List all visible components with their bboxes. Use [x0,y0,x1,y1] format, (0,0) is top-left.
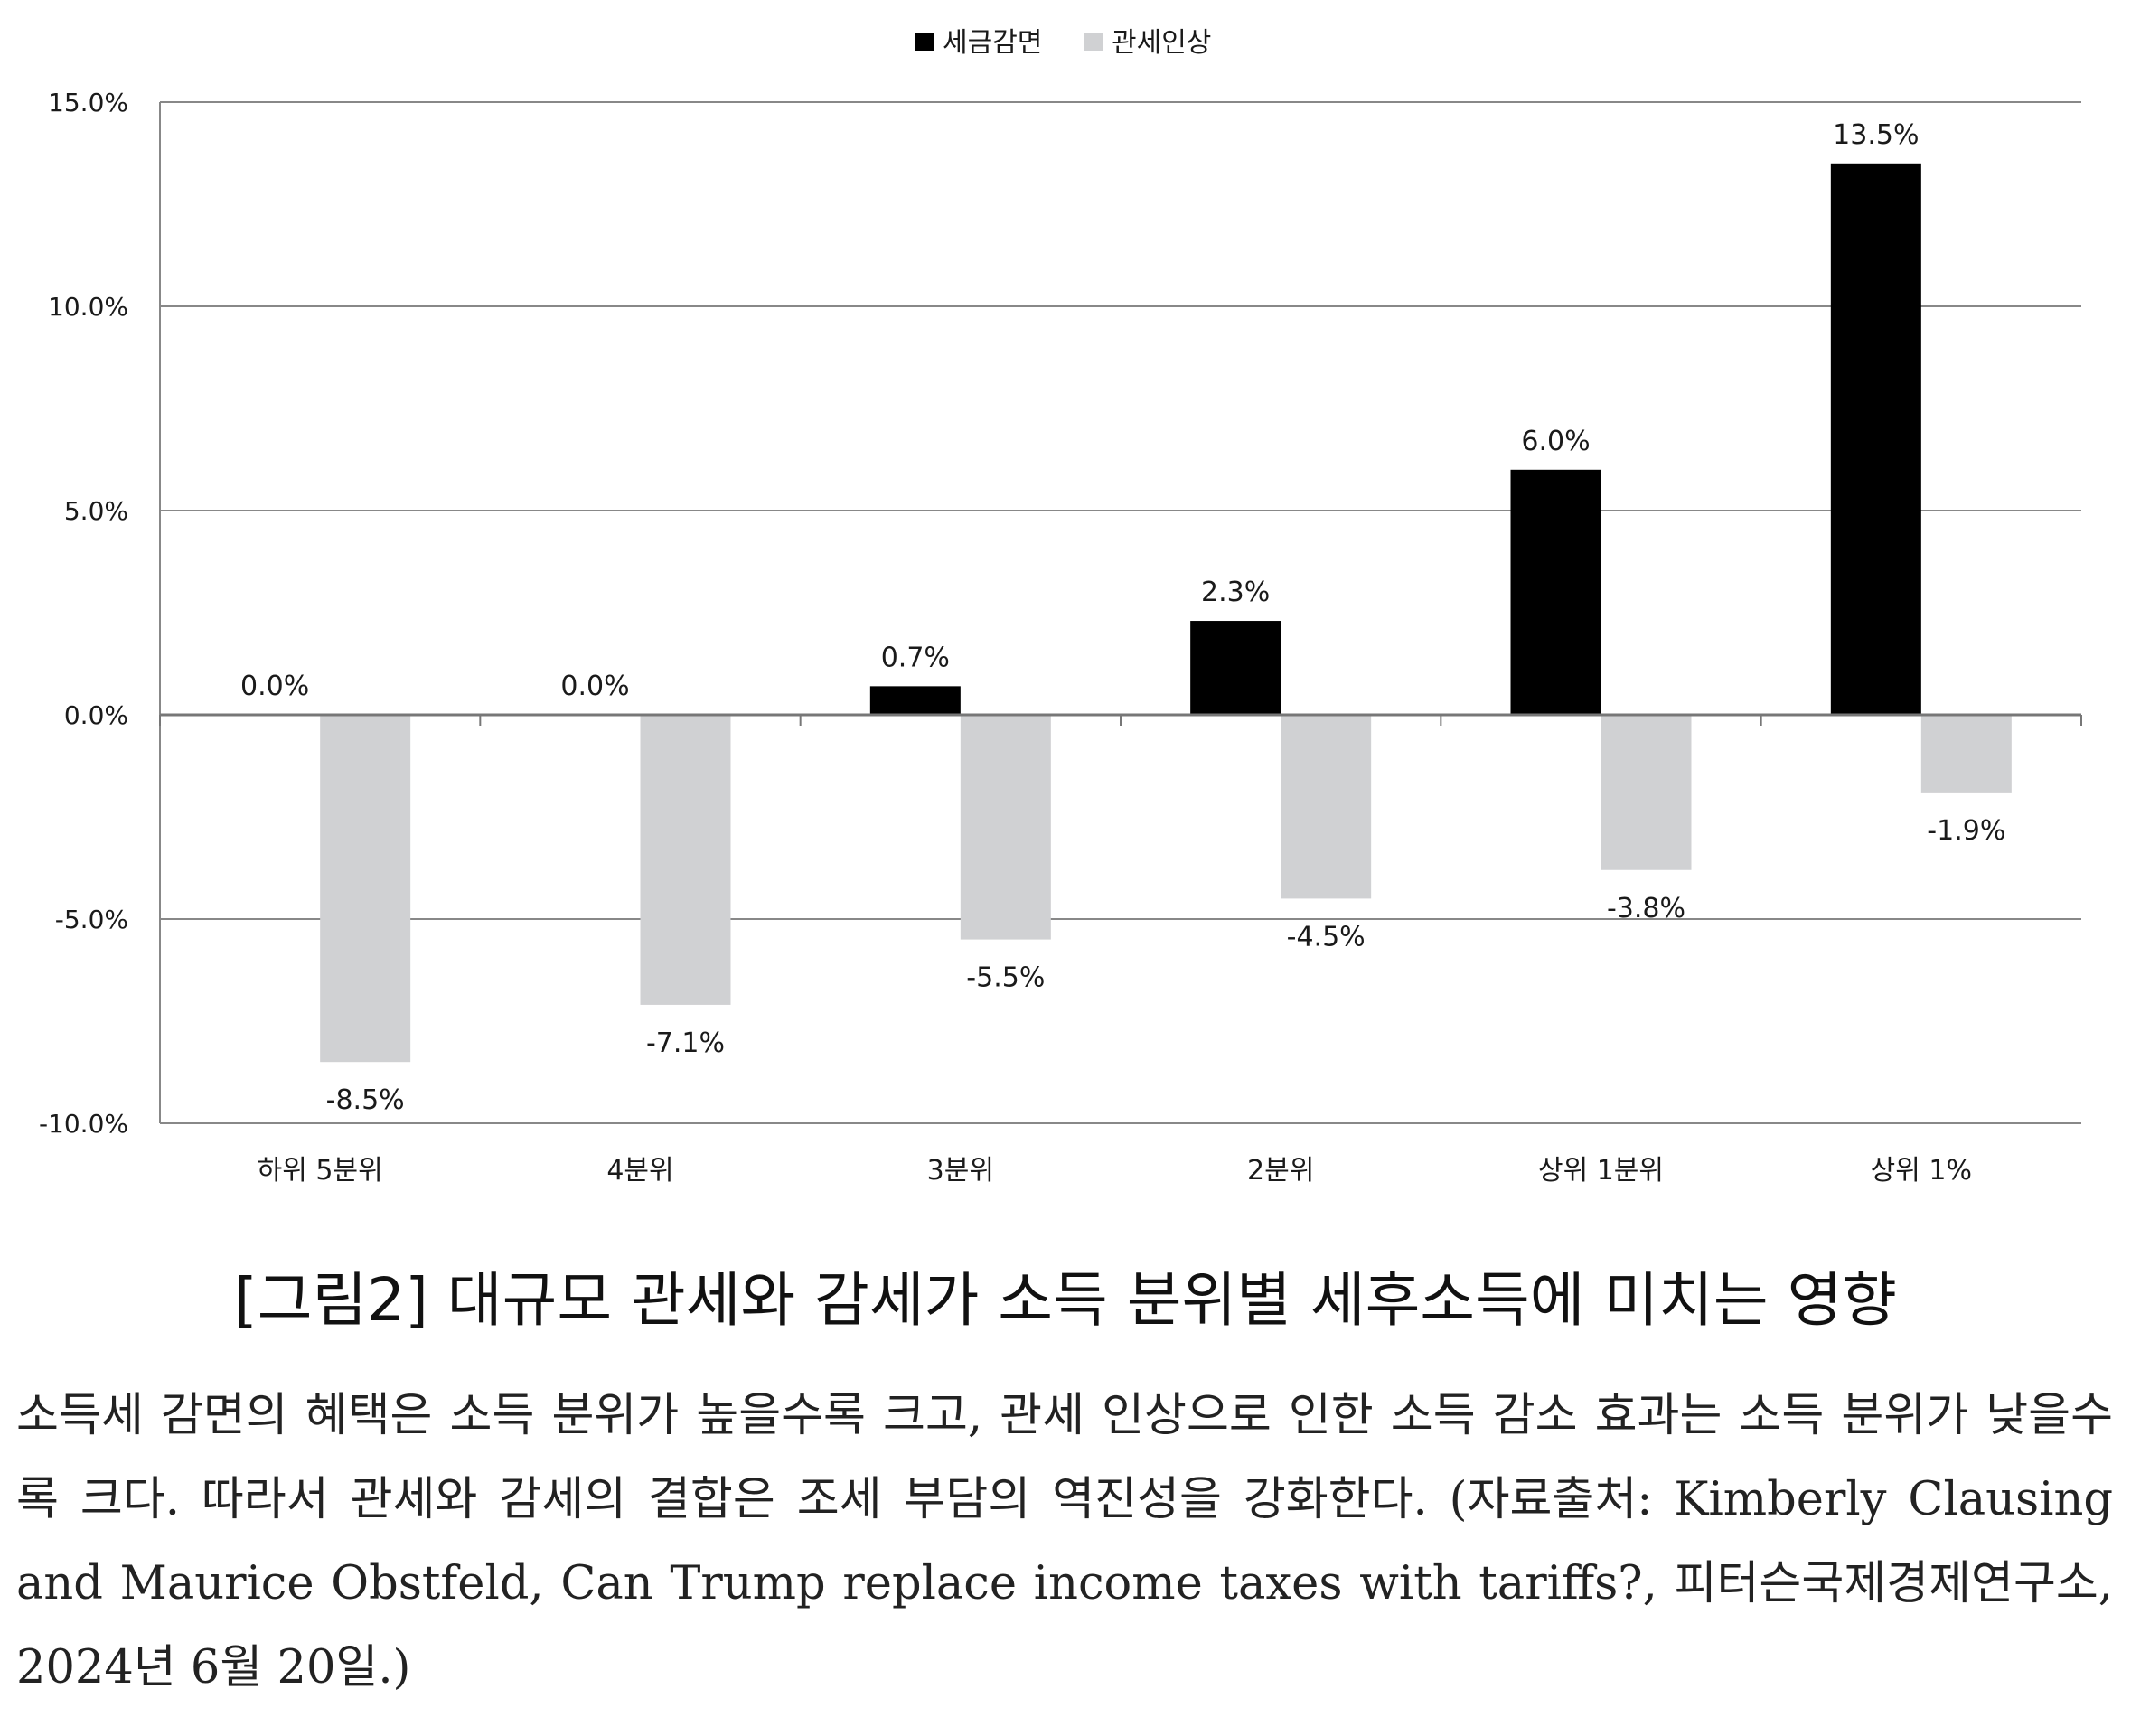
y-tick-label: -5.0% [55,905,128,934]
bar [869,686,961,715]
category-label: 3분위 [927,1155,994,1187]
legend: 세금감면 관세인상 [915,27,1211,59]
legend-label: 관세인상 [1112,27,1211,59]
category-label: 상위 1분위 [1538,1155,1664,1187]
category-label: 2분위 [1247,1155,1314,1187]
bar-chart: 세금감면 관세인상 15.0% 10.0% 5.0% 0.0% -5.0% -10.0% 하… [39,27,2082,1187]
data-label: 0.0% [240,671,309,702]
y-axis: 15.0% 10.0% 5.0% 0.0% -5.0% -10.0% [39,88,161,1139]
y-tick-label: 10.0% [48,292,128,322]
data-label: -1.9% [1927,815,2005,847]
data-label: 0.0% [560,671,629,702]
gridlines [160,101,2081,1124]
data-labels: 0.0% -8.5% 0.0% -7.1% 0.7% -5.5% 2.3% -4.5% 6.0%… [240,119,2005,1116]
bar [1830,163,1921,716]
figure-caption-body: 소득세 감면의 혜택은 소득 분위가 높을수록 크고, 관세 인상으로 인한 소… [16,1389,2113,1694]
y-tick-label: 0.0% [64,700,128,730]
bar [1510,469,1601,715]
bar [960,715,1051,940]
bar [1601,715,1692,870]
legend-swatch [915,33,934,51]
category-label: 하위 5분위 [258,1155,383,1187]
legend-label: 세금감면 [943,27,1042,59]
data-label: 0.7% [881,642,950,673]
bar [1281,715,1372,899]
data-label: -3.8% [1607,893,1685,924]
data-label: -8.5% [326,1084,405,1116]
data-label: -5.5% [966,962,1045,994]
y-tick-label: 15.0% [48,88,128,117]
data-label: -7.1% [646,1028,725,1059]
bars [320,163,2012,1063]
data-label: 2.3% [1201,577,1270,608]
bar [320,715,411,1063]
bar [640,715,731,1005]
data-label: 6.0% [1521,426,1590,457]
data-label: 13.5% [1833,119,1919,151]
figure-caption-title: [그림2] 대규모 관세와 감세가 소득 분위별 세후소득에 미치는 영향 [233,1265,1898,1335]
bar [1920,715,2012,793]
data-label: -4.5% [1287,921,1366,952]
x-axis: 하위 5분위 4분위 3분위 2분위 상위 1분위 상위 1% [159,713,2082,1187]
y-tick-label: -10.0% [39,1109,128,1139]
legend-swatch [1084,33,1103,51]
category-label: 상위 1% [1871,1155,1972,1187]
category-label: 4분위 [606,1155,673,1187]
y-tick-label: 5.0% [64,496,128,526]
bar [1190,621,1281,715]
